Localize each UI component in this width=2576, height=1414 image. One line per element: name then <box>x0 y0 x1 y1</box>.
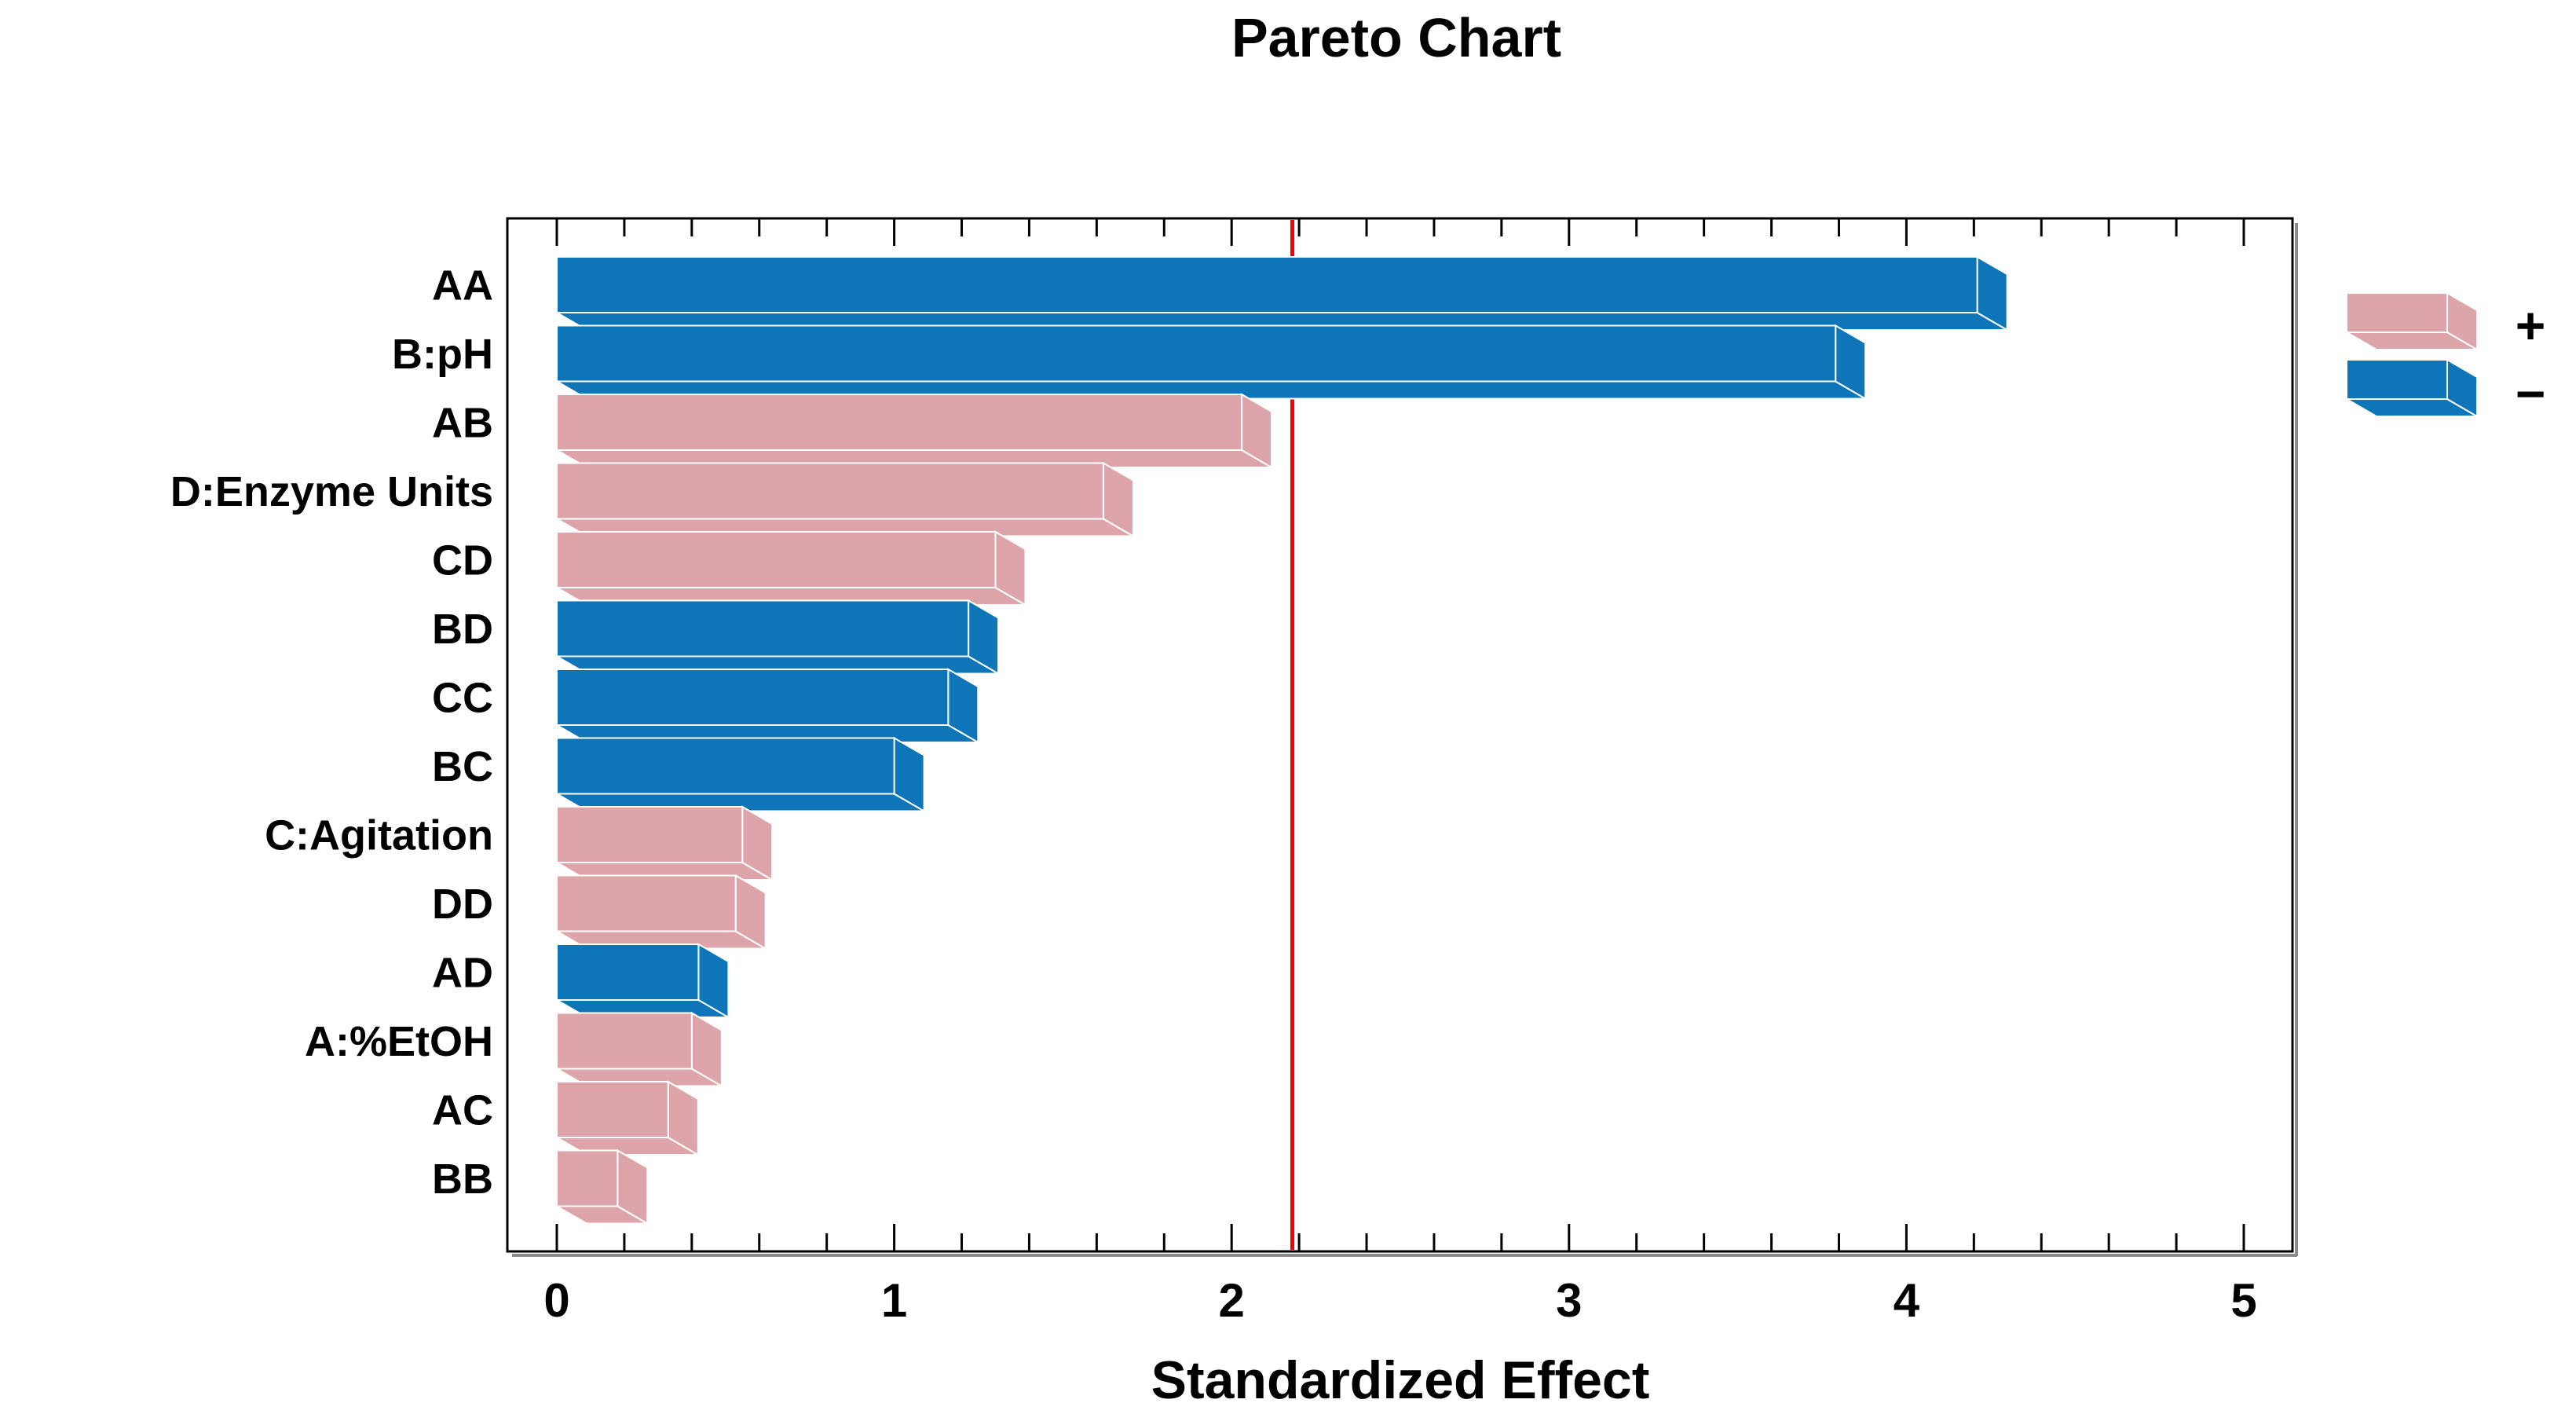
bar-B-pH <box>554 324 1868 401</box>
bar-C-Agitation <box>554 805 776 881</box>
bar-front-face <box>556 394 1243 451</box>
bar-AC <box>554 1080 701 1156</box>
category-label-D-Enzyme-Units: D:Enzyme Units <box>170 468 493 515</box>
category-label-AB: AB <box>432 400 493 447</box>
bar-front-face <box>556 943 700 1001</box>
legend-label-minus: − <box>2516 364 2546 423</box>
x-tick-label-1: 1 <box>881 1274 907 1327</box>
legend-label-plus: + <box>2516 296 2546 354</box>
category-label-C-Agitation: C:Agitation <box>265 812 493 859</box>
bar-front-face <box>556 806 744 863</box>
bar-front-face <box>556 462 1104 520</box>
bar-BC <box>554 736 928 813</box>
bar-front-face <box>556 874 737 932</box>
chart-title: Pareto Chart <box>1231 7 1561 68</box>
category-label-AC: AC <box>432 1087 493 1134</box>
category-label-AD: AD <box>432 950 493 997</box>
legend-swatch-front-face <box>2346 359 2448 400</box>
x-axis-title: Standardized Effect <box>1151 1350 1650 1410</box>
category-label-DD: DD <box>432 881 493 928</box>
legend-swatch-minus <box>2344 358 2480 418</box>
bar-AB <box>554 393 1275 469</box>
bar-A-EtOH <box>554 1011 725 1088</box>
legend-swatch-front-face <box>2346 292 2448 333</box>
legend-swatch-plus <box>2344 291 2480 351</box>
category-label-BC: BC <box>432 743 493 790</box>
bar-front-face <box>556 531 997 588</box>
bar-front-face <box>556 1149 619 1207</box>
bar-front-face <box>556 669 950 726</box>
bar-front-face <box>556 599 970 658</box>
bar-front-face <box>556 256 1978 313</box>
bar-BD <box>554 599 1001 676</box>
x-tick-label-2: 2 <box>1219 1274 1245 1327</box>
category-label-B-pH: B:pH <box>392 331 493 378</box>
category-label-AA: AA <box>432 262 493 310</box>
bar-DD <box>554 874 769 951</box>
bar-AD <box>554 943 732 1019</box>
bar-D-Enzyme-Units <box>554 461 1136 538</box>
x-tick-label-5: 5 <box>2230 1274 2256 1327</box>
bar-CD <box>554 530 1029 606</box>
bar-front-face <box>556 1012 693 1070</box>
bar-CC <box>554 668 982 744</box>
x-tick-label-3: 3 <box>1556 1274 1582 1327</box>
x-tick-label-0: 0 <box>543 1274 569 1327</box>
category-label-BB: BB <box>432 1156 493 1203</box>
category-label-A-EtOH: A:%EtOH <box>305 1018 493 1065</box>
category-label-CC: CC <box>432 675 493 722</box>
category-label-BD: BD <box>432 606 493 653</box>
bar-BB <box>554 1148 651 1225</box>
bar-AA <box>554 255 2011 332</box>
category-label-CD: CD <box>432 537 493 584</box>
x-tick-label-4: 4 <box>1894 1274 1920 1327</box>
bar-front-face <box>556 1081 669 1138</box>
bar-front-face <box>556 737 895 795</box>
bar-front-face <box>556 324 1837 383</box>
